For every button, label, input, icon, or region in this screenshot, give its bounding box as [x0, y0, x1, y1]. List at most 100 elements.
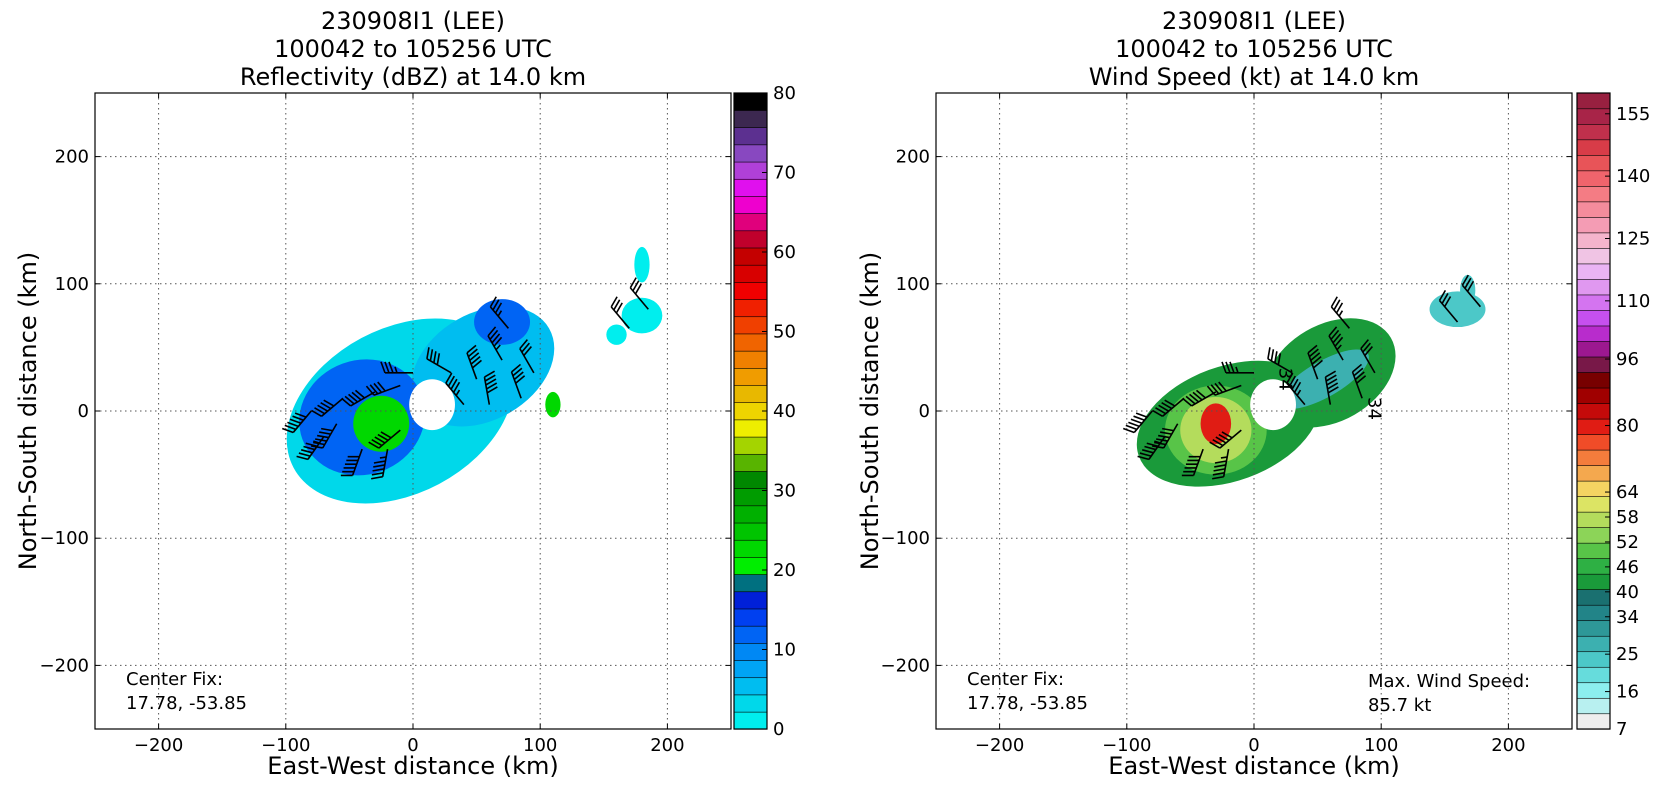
colorbar-swatch — [1576, 216, 1611, 234]
colorbar-swatch — [733, 505, 768, 524]
colorbar-tick-label: 96 — [1616, 349, 1639, 370]
contour-label: 34 — [1274, 368, 1295, 391]
wind-barb — [281, 410, 312, 434]
center-fix-note: Center Fix: — [967, 669, 1064, 690]
field-region — [621, 297, 663, 334]
x-axis-label: East-West distance (km) — [1108, 752, 1399, 780]
wind-barb — [445, 372, 465, 406]
center-fix-note: 17.78, -53.85 — [967, 693, 1088, 714]
wind-barb — [1137, 435, 1166, 461]
x-tick-label: −100 — [1102, 735, 1151, 756]
wind-barb — [1330, 296, 1351, 329]
colorbar-swatch — [1576, 464, 1611, 482]
y-tick-label: −200 — [881, 655, 930, 676]
colorbar-swatch — [733, 298, 768, 318]
colorbar-swatch — [733, 195, 768, 214]
wind-barb — [368, 429, 401, 449]
wind-barb — [1206, 381, 1242, 396]
colorbar-tick-label: 34 — [1616, 607, 1639, 628]
wind-barb — [426, 347, 452, 374]
colorbar: 0 10 20 30 40 50 60 70 80 — [733, 83, 796, 740]
colorbar-tick-label: 64 — [1616, 482, 1639, 503]
wind-barb — [629, 277, 649, 310]
colorbar-swatch — [1576, 449, 1611, 466]
x-tick-label: −200 — [134, 735, 183, 756]
colorbar-tick-label: 30 — [773, 481, 796, 502]
wind-barb — [1181, 448, 1204, 477]
colorbar-swatch — [733, 539, 768, 558]
colorbar-swatch — [1576, 371, 1611, 389]
colorbar-swatch — [1576, 635, 1611, 653]
field-region — [409, 379, 455, 431]
x-tick-label: 100 — [523, 735, 557, 756]
wind-barbs — [281, 277, 649, 480]
colorbar-swatch — [733, 367, 768, 386]
colorbar-frame — [1576, 92, 1611, 730]
grid — [936, 93, 1572, 729]
colorbar-swatch — [1576, 558, 1611, 575]
y-tick-label: 100 — [896, 274, 930, 295]
colorbar-swatch — [733, 659, 768, 679]
colorbar-swatch — [733, 384, 768, 404]
colorbar-tick-label: 40 — [1616, 582, 1639, 603]
wind-barb — [296, 435, 325, 461]
colorbar-tick-label: 70 — [773, 163, 796, 184]
wind-barb — [1324, 370, 1339, 405]
y-tick-label: −100 — [40, 528, 89, 549]
colorbar-tick-label: 52 — [1616, 532, 1639, 553]
max-wind-note: Max. Wind Speed: — [1368, 671, 1530, 692]
x-axis-label: East-West distance (km) — [267, 752, 558, 780]
colorbar-swatch — [1576, 232, 1611, 249]
x-tick-label: −200 — [975, 735, 1024, 756]
chart-title-line: Reflectivity (dBZ) at 14.0 km — [240, 63, 586, 91]
colorbar-swatch — [1576, 139, 1611, 156]
colorbar-swatch — [733, 419, 768, 438]
colorbar-swatch — [733, 573, 768, 593]
x-tick-label: 0 — [1248, 735, 1259, 756]
wind-barb — [487, 326, 503, 361]
field-region — [1279, 349, 1369, 409]
chart-title-line: 230908I1 (LEE) — [321, 7, 505, 35]
colorbar-swatch — [1576, 278, 1611, 296]
chart-title-line: 100042 to 105256 UTC — [274, 35, 552, 63]
colorbar-tick-label: 0 — [773, 719, 784, 740]
colorbar-swatch — [1576, 92, 1611, 110]
x-tick-label: −100 — [261, 735, 310, 756]
wind-barb — [1286, 372, 1306, 406]
wind-barb — [311, 397, 344, 417]
colorbar-swatch — [1576, 542, 1611, 559]
colorbar-swatch — [733, 591, 768, 610]
colorbar-tick-label: 80 — [773, 83, 796, 104]
y-tick-label: 100 — [55, 274, 89, 295]
colorbar-swatch — [1576, 418, 1611, 435]
wind-barb — [1122, 410, 1153, 434]
wind-barb — [380, 361, 413, 374]
y-tick-label: 200 — [896, 147, 930, 168]
x-tick-label: 200 — [650, 735, 684, 756]
chart-title-line: 230908I1 (LEE) — [1162, 7, 1346, 35]
field-region — [1200, 403, 1232, 445]
colorbar-swatch — [1576, 263, 1611, 280]
colorbar-swatch — [1576, 294, 1611, 311]
field-region — [353, 395, 410, 452]
wind-barb — [510, 363, 526, 399]
data-field — [1136, 274, 1486, 487]
colorbar-swatch — [1576, 480, 1611, 497]
colorbar-swatch — [1576, 201, 1611, 218]
colorbar-tick-label: 40 — [773, 401, 796, 422]
colorbar-tick-label: 50 — [773, 322, 796, 343]
wind-barb — [519, 339, 535, 374]
y-tick-label: −200 — [40, 655, 89, 676]
colorbar-tick-label: 10 — [773, 640, 796, 661]
colorbar-tick-label: 46 — [1616, 557, 1639, 578]
data-field — [286, 246, 663, 504]
wind-barb — [340, 448, 363, 477]
grid — [95, 93, 731, 729]
colorbar-tick-label: 80 — [1616, 416, 1639, 437]
colorbar-swatch — [733, 333, 768, 352]
y-axis-label: North-South distance (km) — [856, 252, 884, 571]
colorbar-tick-label: 16 — [1616, 682, 1639, 703]
wind-barb — [1351, 363, 1367, 399]
